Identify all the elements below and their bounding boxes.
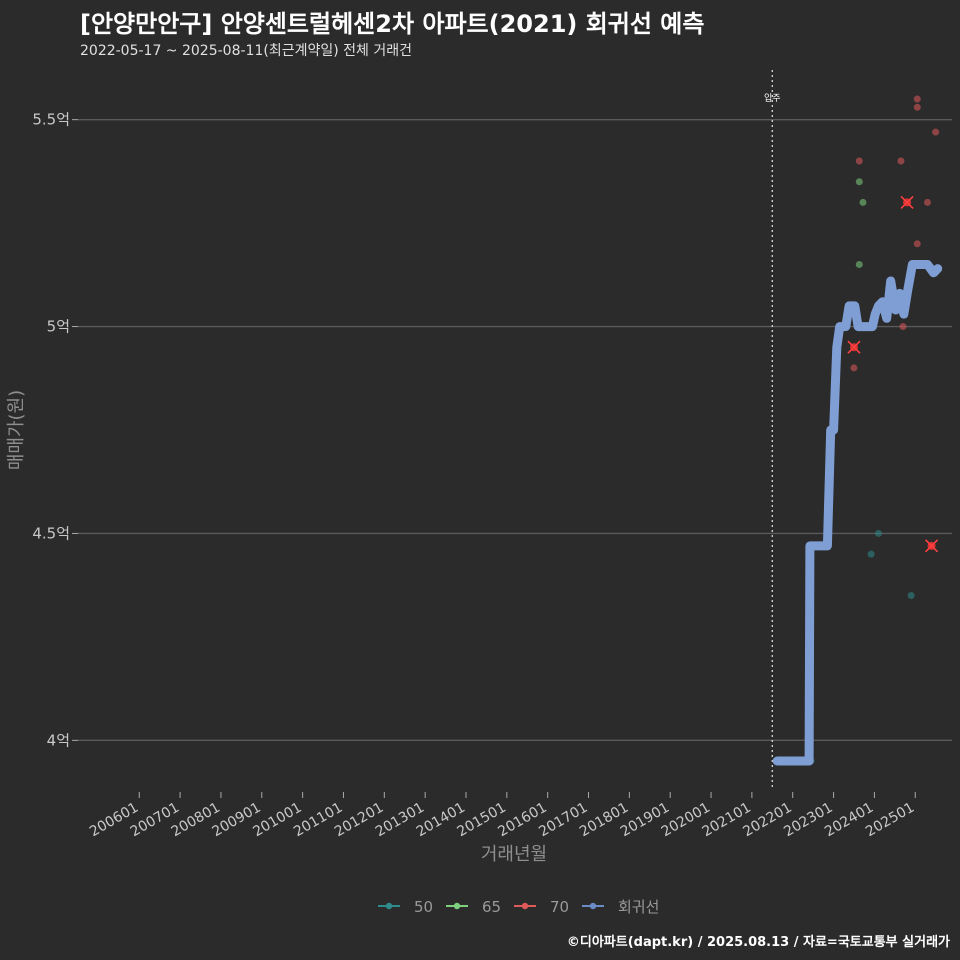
point-70 [850,364,858,372]
gridlines [78,118,952,742]
regression-line [772,260,943,766]
y-tick-label: 4억 [47,731,70,749]
legend: 50 65 70 회귀선 [378,898,659,916]
move-in-label: 입주 [764,92,781,104]
chart-subtitle: 2022-05-17 ~ 2025-08-11(최근계약일) 전체 거래건 [80,43,412,59]
point-70 [932,128,940,136]
legend-label: 50 [414,898,433,916]
point-70 [913,95,921,103]
legend-label: 70 [550,898,569,916]
x-axis-ticks: 2006012007012008012009012010012011012012… [87,792,917,840]
highlight-cross [847,340,861,354]
point-65 [855,260,863,268]
point-65 [859,198,867,206]
point-70 [913,240,921,248]
point-50 [874,529,882,537]
point-70 [923,198,931,206]
highlight-cross [900,195,914,209]
legend-label: 65 [482,898,501,916]
legend-item-70: 70 [514,898,569,916]
point-70 [899,323,907,331]
highlight-cross [925,539,939,553]
point-50 [907,592,915,600]
legend-label: 회귀선 [618,898,659,916]
point-70 [855,157,863,165]
legend-item-50: 50 [378,898,433,916]
y-tick-label: 4.5억 [32,524,70,542]
x-axis-label: 거래년월 [481,844,547,865]
y-tick-label: 5.5억 [32,111,70,129]
highlight-crosses [847,195,939,553]
y-axis-label: 매매가(원) [6,390,27,470]
y-axis-ticks: 4억 4.5억 5억 5.5억 [32,111,78,749]
point-50 [867,550,875,558]
point-65 [855,178,863,186]
source-credit: ©디아파트(dapt.kr) / 2025.08.13 / 자료=국토교통부 실… [566,935,950,950]
point-70 [913,103,921,111]
y-tick-label: 5억 [47,318,70,336]
legend-item-65: 65 [446,898,501,916]
point-70 [897,157,905,165]
chart-title: [안양만안구] 안양센트럴헤센2차 아파트(2021) 회귀선 예측 [80,10,705,38]
legend-item-회귀선: 회귀선 [582,898,659,916]
